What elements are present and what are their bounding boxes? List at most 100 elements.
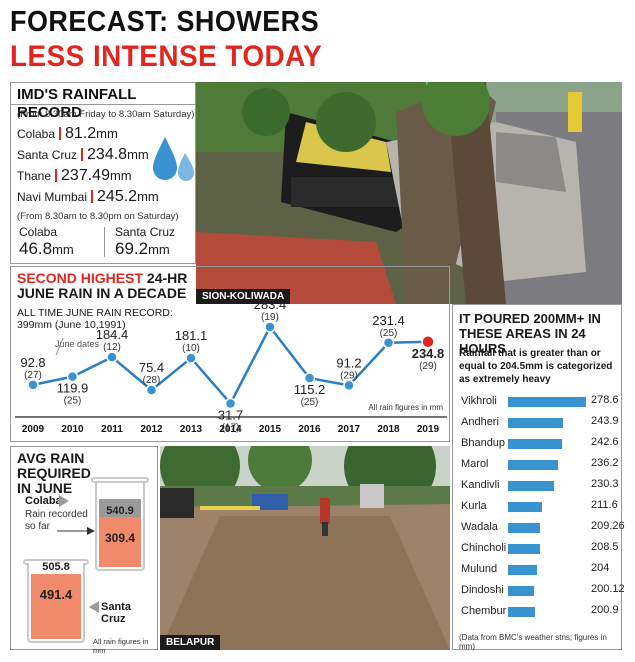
data-label: 75.4: [139, 360, 164, 375]
santacruz-recorded-level: [31, 574, 81, 639]
date-label: (29): [340, 370, 358, 381]
areas-title-line1: IT POURED 200MM+ IN: [459, 311, 601, 326]
x-tick-label: 2014: [219, 424, 242, 435]
recorded-line1: Rain recorded: [25, 509, 88, 520]
data-label: 283.4: [254, 297, 287, 312]
value-label: 200.9: [591, 604, 619, 616]
june-dates-pointer: [55, 337, 64, 356]
june-title-rest: 24-HR: [143, 270, 188, 286]
photo-caption: SION-KOLIWADA: [196, 289, 291, 304]
value-label: 236.2: [591, 457, 619, 469]
bar: [508, 502, 542, 512]
day-place-label: Santa Cruz: [115, 225, 176, 239]
data-label: 181.1: [175, 328, 208, 343]
bar-row: Mulund 204: [461, 561, 627, 581]
avg-title-line2: IN JUNE: [17, 480, 73, 496]
imd-row: Santa Cruz 234.8mm: [17, 144, 195, 165]
june-dates-label: June dates: [55, 339, 100, 349]
date-label: (10): [182, 343, 200, 354]
x-tick-label: 2017: [338, 424, 361, 435]
bar-row: Wadala 209.26: [461, 519, 627, 539]
category-label: Mulund: [461, 563, 498, 575]
imd-row-value: 245.2: [97, 188, 138, 205]
value-label: 211.6: [591, 499, 618, 511]
triangle-pointer-icon: [59, 495, 69, 507]
day-unit: mm: [148, 242, 170, 257]
bar-row: Dindoshi 200.12: [461, 582, 627, 602]
data-label: 115.2: [294, 382, 326, 397]
imd-period-2: (From 8.30am to 8.30pm on Saturday): [17, 211, 179, 222]
santacruz-required-value: 505.8: [42, 561, 70, 573]
value-label: 208.5: [591, 541, 619, 553]
imd-row-place: Santa Cruz: [17, 148, 78, 162]
data-label: 31.7: [218, 407, 243, 422]
bar-row: Chincholi 208.5: [461, 540, 627, 560]
data-point: [66, 370, 79, 383]
imd-row-place: Navi Mumbai: [17, 190, 88, 204]
data-label: 184.4: [96, 327, 129, 342]
category-label: Marol: [461, 458, 489, 470]
bar: [508, 460, 559, 470]
recorded-line2: so far: [25, 521, 51, 532]
record-line-1: ALL TIME JUNE RAIN RECORD:: [17, 307, 173, 319]
note-line-2: equal to 204.5mm is categorized: [459, 361, 613, 372]
category-label: Wadala: [461, 521, 498, 533]
imd-row-place: Thane: [17, 169, 52, 183]
bar: [508, 565, 537, 575]
x-tick-label: 2011: [101, 424, 123, 435]
category-label: Kandivli: [461, 479, 500, 491]
imd-row-unit: mm: [109, 168, 132, 183]
x-tick-label: 2015: [259, 424, 282, 435]
date-label: (28): [143, 375, 161, 386]
data-point: [185, 352, 197, 364]
value-label: 209.26: [591, 520, 625, 532]
bar-row: Andheri 243.9: [461, 414, 627, 434]
imd-row: Thane 237.49mm: [17, 165, 195, 186]
imd-row: Colaba 81.2mm: [17, 123, 195, 144]
value-label: 204: [591, 562, 610, 574]
june-rain-box: SECOND HIGHEST 24-HR JUNE RAIN IN A DECA…: [10, 266, 450, 442]
imd-row: Navi Mumbai 245.2mm: [17, 186, 195, 207]
imd-row-unit: mm: [96, 126, 118, 141]
raindrops-icon: [153, 137, 194, 181]
data-point: [303, 372, 316, 384]
imd-rainfall-box: IMD'S RAINFALL RECORD (From 8.30am Frida…: [10, 82, 196, 264]
avg-rain-box: AVG RAIN REQUIRED IN JUNE Colaba Rain re…: [10, 446, 158, 655]
separator-bar: [91, 190, 94, 203]
note-line-3: as extremely heavy: [459, 374, 551, 385]
value-label: 230.3: [591, 478, 619, 490]
date-label: (12): [103, 342, 121, 353]
series-line: [32, 324, 429, 406]
data-label: 234.8: [412, 346, 445, 361]
avg-title-line1: AVG RAIN REQUIRED: [17, 450, 91, 481]
date-label: (19): [261, 312, 279, 323]
photo-belapur: BELAPUR: [160, 446, 450, 650]
imd-row-unit: mm: [127, 147, 149, 162]
imd-rows: Colaba 81.2mm Santa Cruz 234.8mm Thane 237.49…: [17, 123, 195, 207]
colaba-recorded-value: 309.4: [104, 531, 136, 545]
date-label: (25): [301, 397, 319, 408]
date-label: (25): [380, 328, 398, 339]
day-value: 69.2: [115, 239, 149, 258]
bar-row: Kurla 211.6: [461, 498, 627, 518]
value-label: 278.6: [591, 394, 619, 406]
imd-title: IMD'S RAINFALL RECORD: [17, 86, 137, 121]
category-label: Chincholi: [461, 542, 507, 554]
imd-row-place: Colaba: [17, 127, 56, 141]
bar-row: Marol 236.2: [461, 456, 627, 476]
colaba-required-value: 540.9: [106, 505, 134, 517]
day-place-label: Colaba: [19, 225, 58, 239]
data-point: [421, 335, 435, 349]
date-label: (25): [64, 396, 82, 407]
areas-title: IT POURED 200MM+ IN THESE AREAS IN 24 HO…: [459, 311, 621, 356]
separator-bar: [55, 169, 58, 182]
x-tick-label: 2010: [61, 424, 84, 435]
x-tick-label: 2012: [140, 424, 163, 435]
santacruz-glass: 505.8 491.4: [27, 561, 85, 643]
imd-row-value: 234.8: [87, 146, 128, 163]
data-point: [27, 379, 39, 391]
bar-row: Bhandup 242.6: [461, 435, 627, 455]
colaba-recorded-level: [99, 516, 141, 567]
imd-row-value: 237.49: [61, 167, 110, 184]
bar: [508, 607, 535, 617]
